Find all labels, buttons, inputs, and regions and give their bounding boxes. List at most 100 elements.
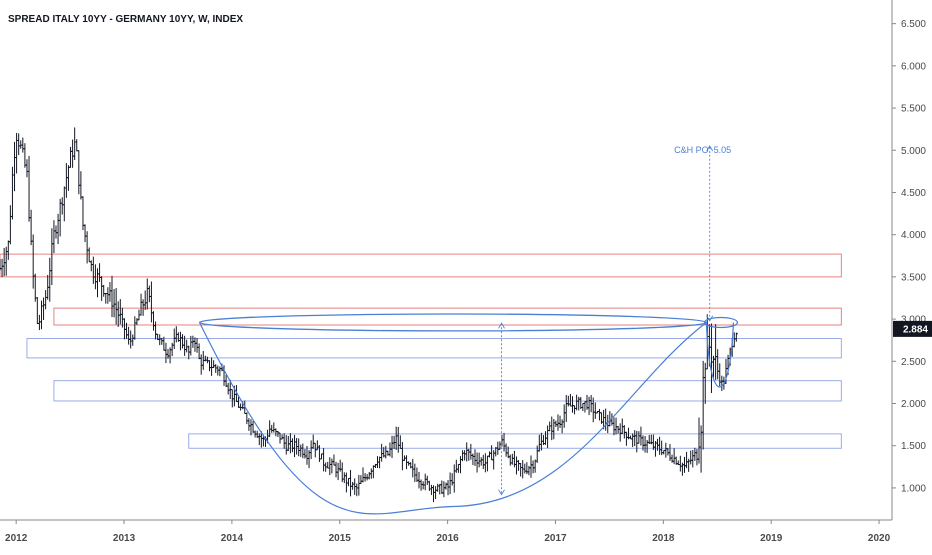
- measure-arrow-0: [498, 322, 505, 496]
- ohlc-bar-64: [131, 334, 135, 346]
- ohlc-bar-230: [475, 452, 479, 473]
- y-tick-label-5: 4.000: [901, 230, 926, 241]
- ohlc-bar-186: [384, 445, 388, 459]
- ohlc-bar-102: [209, 357, 214, 376]
- ohlc-bar-299: [618, 423, 622, 442]
- ohlc-bar-156: [321, 448, 326, 472]
- x-tick-label-8: 2020: [868, 533, 891, 544]
- ohlc-bar-187: [386, 450, 390, 456]
- ohlc-bar-37: [75, 139, 79, 152]
- ohlc-bar-210: [433, 486, 438, 500]
- ohlc-bar-201: [415, 467, 419, 482]
- ohlc-bar-175: [361, 467, 365, 483]
- ohlc-bar-13: [25, 159, 29, 178]
- ohlc-bar-69: [141, 299, 145, 316]
- ohlc-bar-232: [479, 457, 483, 466]
- ohlc-bar-81: [166, 348, 170, 359]
- ohlc-bar-44: [89, 260, 93, 272]
- ohlc-bar-116: [239, 403, 243, 411]
- ohlc-bar-269: [556, 414, 560, 431]
- ohlc-bar-32: [64, 163, 68, 198]
- ohlc-bar-16: [31, 234, 35, 289]
- ohlc-bar-160: [330, 458, 334, 474]
- measure-arrow-1: [706, 145, 714, 322]
- ohlc-bar-110: [226, 382, 230, 395]
- ohlc-bar-24: [48, 257, 52, 302]
- ohlc-bar-205: [423, 473, 427, 491]
- ohlc-bar-281: [581, 402, 585, 411]
- y-tick-label-8: 2.500: [901, 357, 926, 368]
- ohlc-bar-320: [662, 449, 666, 455]
- ohlc-bar-213: [440, 480, 444, 495]
- ohlc-bar-257: [531, 460, 535, 474]
- ohlc-bar-58: [118, 299, 122, 325]
- ohlc-bar-173: [357, 474, 361, 496]
- ohlc-bar-289: [597, 408, 602, 421]
- ohlc-bar-38: [77, 150, 81, 195]
- ohlc-bar-56: [114, 288, 118, 325]
- ohlc-bar-39: [79, 171, 83, 200]
- zone-4: [188, 433, 842, 449]
- chart-title: SPREAD ITALY 10YY - GERMANY 10YY, W, IND…: [8, 14, 244, 25]
- ohlc-bar-337: [697, 417, 701, 464]
- ohlc-bar-138: [284, 435, 288, 455]
- ohlc-bar-53: [108, 282, 112, 302]
- ohlc-bar-145: [299, 444, 303, 457]
- ohlc-bar-236: [487, 451, 492, 458]
- ohlc-bar-15: [29, 209, 33, 246]
- ohlc-bar-148: [305, 446, 309, 465]
- ohlc-bar-278: [575, 394, 579, 411]
- ohlc-bar-66: [135, 318, 139, 326]
- ohlc-bar-222: [458, 456, 463, 474]
- ohlc-bar-336: [695, 449, 699, 466]
- ohlc-bar-63: [129, 330, 133, 349]
- ohlc-bar-29: [58, 198, 62, 237]
- ohlc-bar-199: [411, 458, 415, 478]
- ohlc-bar-20: [39, 300, 44, 330]
- ohlc-bar-206: [425, 475, 429, 485]
- ohlc-bar-80: [164, 342, 168, 364]
- ohlc-bar-12: [23, 143, 27, 168]
- ohlc-bar-355: [734, 332, 738, 342]
- ohlc-bar-101: [207, 360, 212, 372]
- x-tick-label-7: 2019: [760, 533, 783, 544]
- zone-2: [26, 338, 842, 359]
- ohlc-bar-225: [465, 442, 469, 462]
- ohlc-bar-5: [8, 205, 12, 245]
- y-tick-label-3: 5.000: [901, 146, 926, 157]
- ohlc-bar-10: [19, 140, 23, 149]
- ohlc-bar-224: [463, 450, 467, 461]
- ohlc-bar-77: [158, 334, 162, 346]
- y-tick-label-11: 1.000: [901, 483, 926, 494]
- ohlc-bar-208: [429, 484, 434, 496]
- ohlc-bar-7: [12, 141, 17, 192]
- ohlc-bar-144: [297, 438, 301, 457]
- ohlc-bar-133: [274, 428, 278, 437]
- ohlc-bar-253: [523, 463, 527, 474]
- ohlc-bar-305: [631, 433, 635, 448]
- ohlc-bar-191: [394, 426, 398, 450]
- ohlc-bar-200: [413, 463, 417, 482]
- ohlc-bar-276: [570, 396, 575, 413]
- ohlc-bar-255: [527, 465, 531, 476]
- ohlc-bar-2: [2, 247, 6, 277]
- ohlc-bar-45: [91, 256, 95, 284]
- ohlc-bar-212: [438, 483, 442, 495]
- ohlc-bar-249: [514, 456, 519, 475]
- zone-1: [53, 307, 842, 326]
- ohlc-bar-48: [97, 263, 102, 282]
- ohlc-bar-60: [122, 318, 127, 340]
- ohlc-bar-94: [193, 337, 197, 352]
- ohlc-bar-331: [684, 451, 689, 469]
- ohlc-bar-184: [380, 443, 384, 462]
- ohlc-bar-333: [689, 450, 693, 465]
- y-tick-label-7: 3.000: [901, 315, 926, 326]
- cup-rim-ellipse: [198, 313, 708, 332]
- ohlc-bar-26: [52, 220, 56, 254]
- ohlc-bar-161: [332, 454, 336, 466]
- ohlc-bar-235: [485, 455, 490, 472]
- ohlc-bar-137: [282, 433, 286, 449]
- ohlc-bar-318: [658, 436, 662, 455]
